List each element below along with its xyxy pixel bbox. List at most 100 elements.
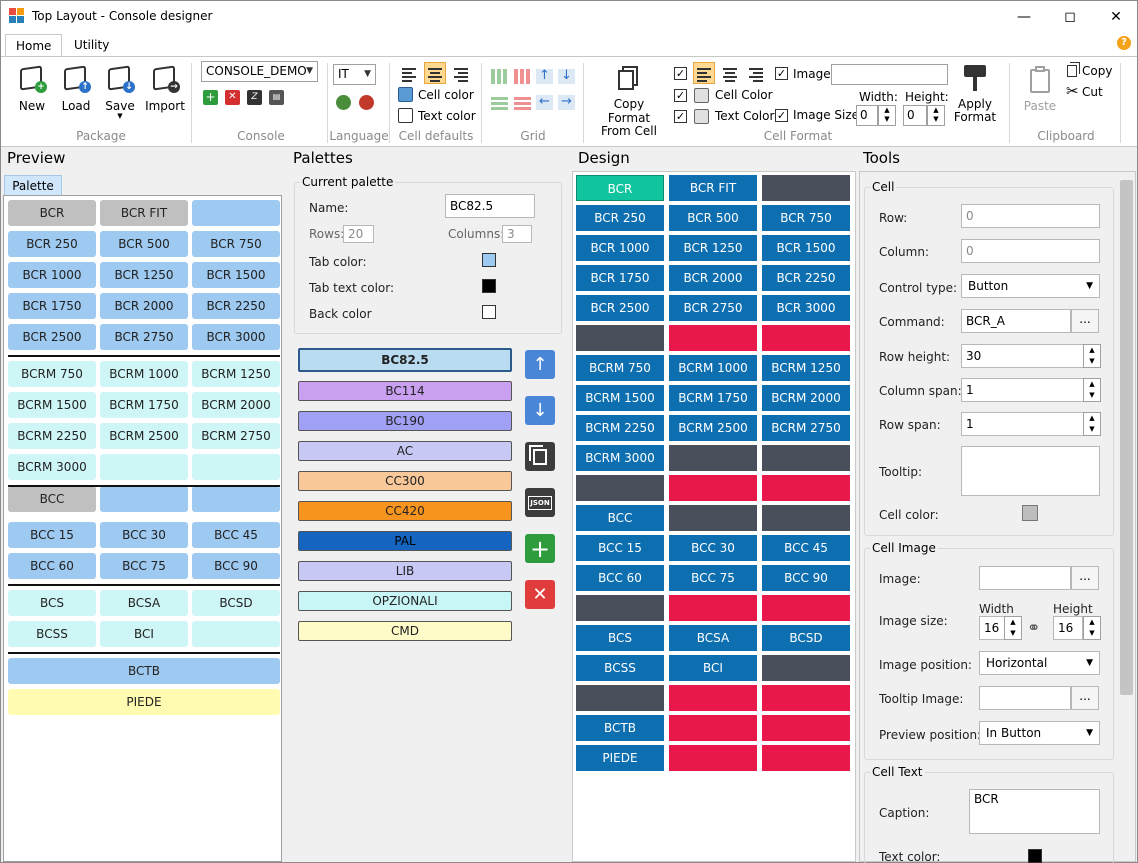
palette-list-item[interactable]: PAL bbox=[298, 531, 512, 551]
move-palette-up-button[interactable]: ↑ bbox=[525, 350, 555, 379]
preview-cell[interactable]: BCRM 1750 bbox=[100, 392, 188, 418]
cell-color-swatch[interactable] bbox=[398, 87, 413, 102]
preview-cell[interactable]: BCSA bbox=[100, 590, 188, 616]
preview-cell[interactable]: BCRM 750 bbox=[8, 361, 96, 387]
design-cell[interactable]: BCRM 1000 bbox=[669, 355, 757, 381]
json-export-button[interactable]: JSON bbox=[525, 488, 555, 517]
palette-list-item[interactable]: OPZIONALI bbox=[298, 591, 512, 611]
move-palette-down-button[interactable]: ↓ bbox=[525, 396, 555, 425]
apply-format-button[interactable]: Apply Format bbox=[953, 63, 997, 124]
preview-cell[interactable]: BCR 2750 bbox=[100, 324, 188, 350]
column-input[interactable]: 0 bbox=[961, 239, 1100, 263]
preview-cell[interactable]: BCC 60 bbox=[8, 553, 96, 579]
import-button[interactable]: → Import bbox=[145, 63, 185, 113]
delete-column-icon[interactable] bbox=[514, 69, 531, 84]
copy-format-button[interactable]: Copy Format From Cell bbox=[591, 63, 667, 138]
preview-cell[interactable]: PIEDE bbox=[8, 689, 280, 715]
palette-rows-input[interactable]: 20 bbox=[343, 225, 374, 243]
row-height-input[interactable]: 30 bbox=[961, 344, 1084, 368]
cell-text-color-swatch[interactable] bbox=[1028, 849, 1042, 863]
tab-color-swatch[interactable] bbox=[482, 253, 496, 267]
tab-home[interactable]: Home bbox=[5, 34, 63, 57]
preview-cell[interactable] bbox=[100, 486, 188, 512]
format-align-left-icon[interactable] bbox=[693, 62, 715, 84]
design-cell[interactable]: BCRM 1250 bbox=[762, 355, 850, 381]
copy-button[interactable]: Copy bbox=[1065, 62, 1115, 80]
preview-cell[interactable]: BCR 1500 bbox=[192, 262, 280, 288]
design-cell[interactable]: BCR 1500 bbox=[762, 235, 850, 261]
format-text-color-swatch[interactable] bbox=[694, 109, 709, 124]
maximize-icon[interactable]: ◻ bbox=[1064, 8, 1076, 25]
preview-cell[interactable]: BCC 75 bbox=[100, 553, 188, 579]
design-cell[interactable] bbox=[762, 685, 850, 711]
preview-cell[interactable]: BCR 2000 bbox=[100, 293, 188, 319]
delete-palette-button[interactable]: ✕ bbox=[525, 580, 555, 609]
design-cell[interactable]: BCR 3000 bbox=[762, 295, 850, 321]
console-select[interactable]: CONSOLE_DEMO ▼ bbox=[201, 61, 318, 82]
cell-image-input[interactable] bbox=[979, 566, 1071, 590]
insert-column-icon[interactable] bbox=[491, 69, 508, 84]
format-align-right-icon[interactable] bbox=[746, 63, 768, 85]
caption-input[interactable]: BCR bbox=[969, 789, 1100, 834]
cut-button[interactable]: ✂ Cut bbox=[1065, 82, 1115, 101]
preview-cell[interactable]: BCC 15 bbox=[8, 522, 96, 548]
tools-scrollbar[interactable] bbox=[1120, 180, 1133, 695]
command-browse-button[interactable]: ... bbox=[1071, 309, 1099, 333]
design-cell[interactable] bbox=[669, 475, 757, 501]
cell-image-browse-button[interactable]: ... bbox=[1071, 566, 1099, 590]
preview-cell[interactable]: BCR 2250 bbox=[192, 293, 280, 319]
tab-utility[interactable]: Utility bbox=[74, 38, 110, 52]
design-cell[interactable] bbox=[762, 445, 850, 471]
move-up-icon[interactable]: ↑ bbox=[536, 69, 553, 84]
design-cell[interactable]: BCR 1750 bbox=[576, 265, 664, 291]
design-cell[interactable]: BCR bbox=[576, 175, 664, 201]
cell-format-align-checkbox[interactable]: ✓ bbox=[674, 67, 687, 80]
preview-cell[interactable]: BCR 750 bbox=[192, 231, 280, 257]
design-cell[interactable]: BCR FIT bbox=[669, 175, 757, 201]
palette-list-item[interactable]: BC82.5 bbox=[298, 348, 512, 372]
add-palette-button[interactable]: + bbox=[525, 534, 555, 563]
format-cell-color-swatch[interactable] bbox=[694, 88, 709, 103]
move-left-icon[interactable]: ← bbox=[536, 95, 553, 110]
tab-text-color-swatch[interactable] bbox=[482, 279, 496, 293]
preview-cell[interactable]: BCRM 2250 bbox=[8, 423, 96, 449]
image-checkbox[interactable]: ✓ bbox=[775, 67, 788, 80]
row-span-stepper[interactable]: ▲ ▼ bbox=[1083, 412, 1101, 436]
preview-position-select[interactable]: In Button ▼ bbox=[979, 721, 1100, 745]
design-cell[interactable] bbox=[762, 325, 850, 351]
save-button[interactable]: ↓ Save ▼ bbox=[103, 63, 137, 120]
row-input[interactable]: 0 bbox=[961, 204, 1100, 228]
text-color-checkbox[interactable]: ✓ bbox=[674, 110, 687, 123]
design-cell[interactable]: BCR 250 bbox=[576, 205, 664, 231]
design-cell[interactable]: BCR 500 bbox=[669, 205, 757, 231]
design-cell[interactable]: BCR 2750 bbox=[669, 295, 757, 321]
preview-cell[interactable]: BCR 1000 bbox=[8, 262, 96, 288]
preview-cell[interactable]: BCC bbox=[8, 486, 96, 512]
close-icon[interactable]: ✕ bbox=[1110, 8, 1122, 25]
width-stepper[interactable]: ▲ ▼ bbox=[878, 105, 896, 126]
preview-cell[interactable] bbox=[192, 486, 280, 512]
preview-cell[interactable]: BCRM 1500 bbox=[8, 392, 96, 418]
load-button[interactable]: ↑ Load bbox=[59, 63, 93, 113]
preview-cell[interactable]: BCR 1250 bbox=[100, 262, 188, 288]
design-cell[interactable] bbox=[576, 475, 664, 501]
design-cell[interactable]: BCRM 1500 bbox=[576, 385, 664, 411]
design-cell[interactable]: BCSA bbox=[669, 625, 757, 651]
design-cell[interactable]: BCRM 2500 bbox=[669, 415, 757, 441]
align-left-icon[interactable] bbox=[399, 63, 421, 85]
preview-cell[interactable] bbox=[192, 621, 280, 647]
delete-row-icon[interactable] bbox=[514, 95, 531, 110]
tools-cell-color-swatch[interactable] bbox=[1022, 505, 1038, 521]
design-cell[interactable]: BCC 30 bbox=[669, 535, 757, 561]
design-cell[interactable] bbox=[669, 685, 757, 711]
design-cell[interactable]: BCI bbox=[669, 655, 757, 681]
paste-button[interactable]: Paste bbox=[1021, 63, 1059, 113]
image-width-input[interactable]: 16 bbox=[979, 616, 1005, 640]
design-cell[interactable]: BCRM 3000 bbox=[576, 445, 664, 471]
preview-cell[interactable]: BCRM 2000 bbox=[192, 392, 280, 418]
column-span-stepper[interactable]: ▲ ▼ bbox=[1083, 378, 1101, 402]
design-cell[interactable]: BCR 1250 bbox=[669, 235, 757, 261]
palette-name-input[interactable]: BC82.5 bbox=[445, 194, 535, 218]
preview-cell[interactable]: BCRM 1000 bbox=[100, 361, 188, 387]
preview-cell[interactable]: BCC 45 bbox=[192, 522, 280, 548]
